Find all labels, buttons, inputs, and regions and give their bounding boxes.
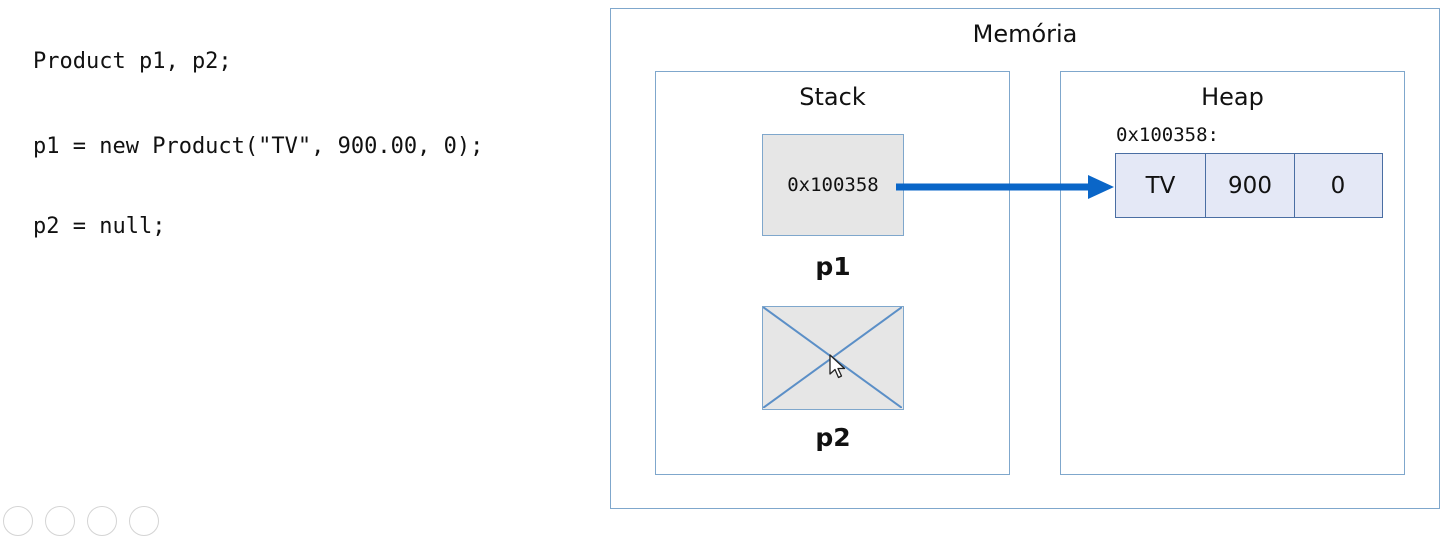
heap-title: Heap: [1201, 83, 1264, 111]
reference-arrow: [896, 175, 1114, 199]
code-line-instantiation: p1 = new Product("TV", 900.00, 0);: [33, 134, 484, 159]
annotate-pen-icon[interactable]: [3, 506, 33, 536]
object-field-price: 900: [1206, 154, 1295, 217]
memory-box: Memória: [610, 8, 1440, 509]
p2-label: p2: [815, 423, 851, 452]
p1-address-value: 0x100358: [787, 174, 879, 196]
more-options-icon[interactable]: [129, 506, 159, 536]
code-line-declaration: Product p1, p2;: [33, 49, 232, 74]
object-field-quantity: 0: [1330, 172, 1346, 199]
memory-title: Memória: [972, 20, 1078, 48]
heap-object: TV 900 0: [1115, 153, 1383, 218]
code-line-null-assignment: p2 = null;: [33, 214, 166, 239]
stack-box: Stack: [655, 71, 1010, 475]
heap-object-address: 0x100358:: [1116, 124, 1219, 146]
highlighter-icon[interactable]: [45, 506, 75, 536]
p2-reference-cell: [762, 306, 904, 410]
heap-box: Heap: [1060, 71, 1405, 475]
p1-label: p1: [815, 252, 851, 281]
object-field-name: TV: [1116, 154, 1206, 217]
zoom-icon[interactable]: [87, 506, 117, 536]
mouse-cursor-icon: [829, 354, 846, 379]
p1-reference-cell: 0x100358: [762, 134, 904, 236]
stack-title: Stack: [799, 83, 866, 111]
